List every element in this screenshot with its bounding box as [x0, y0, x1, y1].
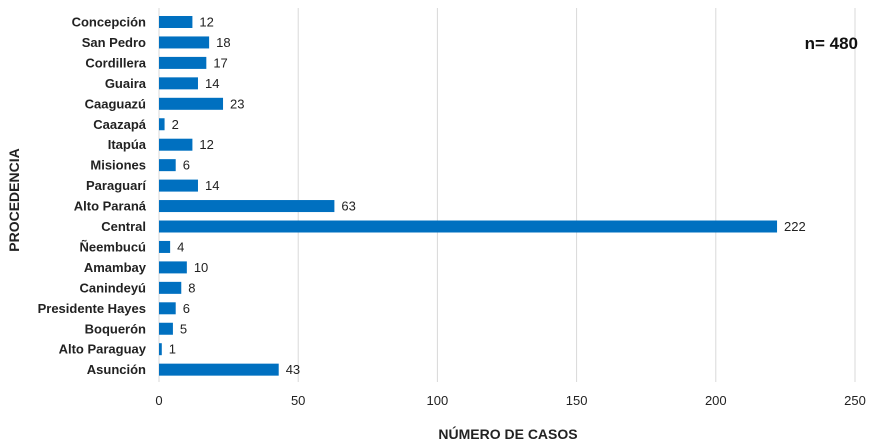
x-tick-labels: 0 50 100 150 200 250 — [155, 393, 865, 408]
data-label: 5 — [180, 321, 187, 336]
bar — [159, 77, 198, 90]
category-label: Cordillera — [85, 55, 146, 70]
data-label: 1 — [169, 342, 176, 357]
x-tick-label: 150 — [566, 393, 588, 408]
x-tick-label: 50 — [291, 393, 305, 408]
category-label: San Pedro — [82, 35, 146, 50]
bar — [159, 97, 224, 110]
data-label: 14 — [205, 178, 219, 193]
bar — [159, 179, 198, 192]
x-tick-label: 250 — [844, 393, 866, 408]
bars-group — [159, 16, 778, 376]
data-label: 8 — [188, 280, 195, 295]
category-label: Asunción — [87, 362, 146, 377]
bar — [159, 36, 210, 49]
category-labels: Concepción San Pedro Cordillera Guaira Caagu… — [38, 15, 147, 378]
bar — [159, 343, 162, 356]
data-label: 10 — [194, 260, 208, 275]
data-label: 23 — [230, 96, 244, 111]
x-tick-label: 0 — [155, 393, 162, 408]
x-tick-label: 100 — [427, 393, 449, 408]
category-label: Itapúa — [108, 137, 147, 152]
y-axis-title: PROCEDENCIA — [6, 148, 22, 251]
category-label: Caaguazú — [85, 96, 146, 111]
category-label: Caazapá — [93, 117, 147, 132]
category-label: Concepción — [72, 15, 146, 30]
bar — [159, 118, 165, 131]
data-label: 4 — [177, 239, 184, 254]
data-label: 18 — [216, 35, 230, 50]
category-label: Boquerón — [85, 321, 146, 336]
data-label: 14 — [205, 76, 219, 91]
data-label: 17 — [213, 55, 227, 70]
category-label: Ñeembucú — [80, 239, 147, 254]
bar — [159, 281, 182, 294]
x-axis-title: NÚMERO DE CASOS — [438, 425, 577, 442]
category-label: Alto Paraná — [74, 199, 147, 214]
category-label: Paraguarí — [86, 178, 146, 193]
bar — [159, 363, 279, 376]
category-label: Alto Paraguay — [59, 342, 147, 357]
data-label: 2 — [172, 117, 179, 132]
data-label: 6 — [183, 158, 190, 173]
data-label: 12 — [199, 137, 213, 152]
category-label: Misiones — [90, 158, 146, 173]
bar — [159, 16, 193, 28]
category-label: Central — [101, 219, 146, 234]
sample-size-annotation: n= 480 — [805, 34, 858, 53]
category-label: Presidente Hayes — [38, 301, 146, 316]
bar — [159, 200, 335, 213]
bar — [159, 220, 778, 233]
category-label: Guaira — [105, 76, 147, 91]
data-label: 6 — [183, 301, 190, 316]
bar — [159, 240, 171, 253]
bar — [159, 322, 173, 335]
bar — [159, 261, 187, 274]
bar — [159, 302, 176, 315]
data-label: 12 — [199, 15, 213, 30]
data-label: 222 — [784, 219, 806, 234]
bar — [159, 138, 193, 151]
data-label: 43 — [286, 362, 300, 377]
bar — [159, 159, 176, 172]
bar — [159, 56, 207, 69]
category-label: Amambay — [84, 260, 147, 275]
x-tick-label: 200 — [705, 393, 727, 408]
category-label: Canindeyú — [80, 280, 147, 295]
gridlines — [158, 8, 856, 382]
data-label: 63 — [341, 199, 355, 214]
